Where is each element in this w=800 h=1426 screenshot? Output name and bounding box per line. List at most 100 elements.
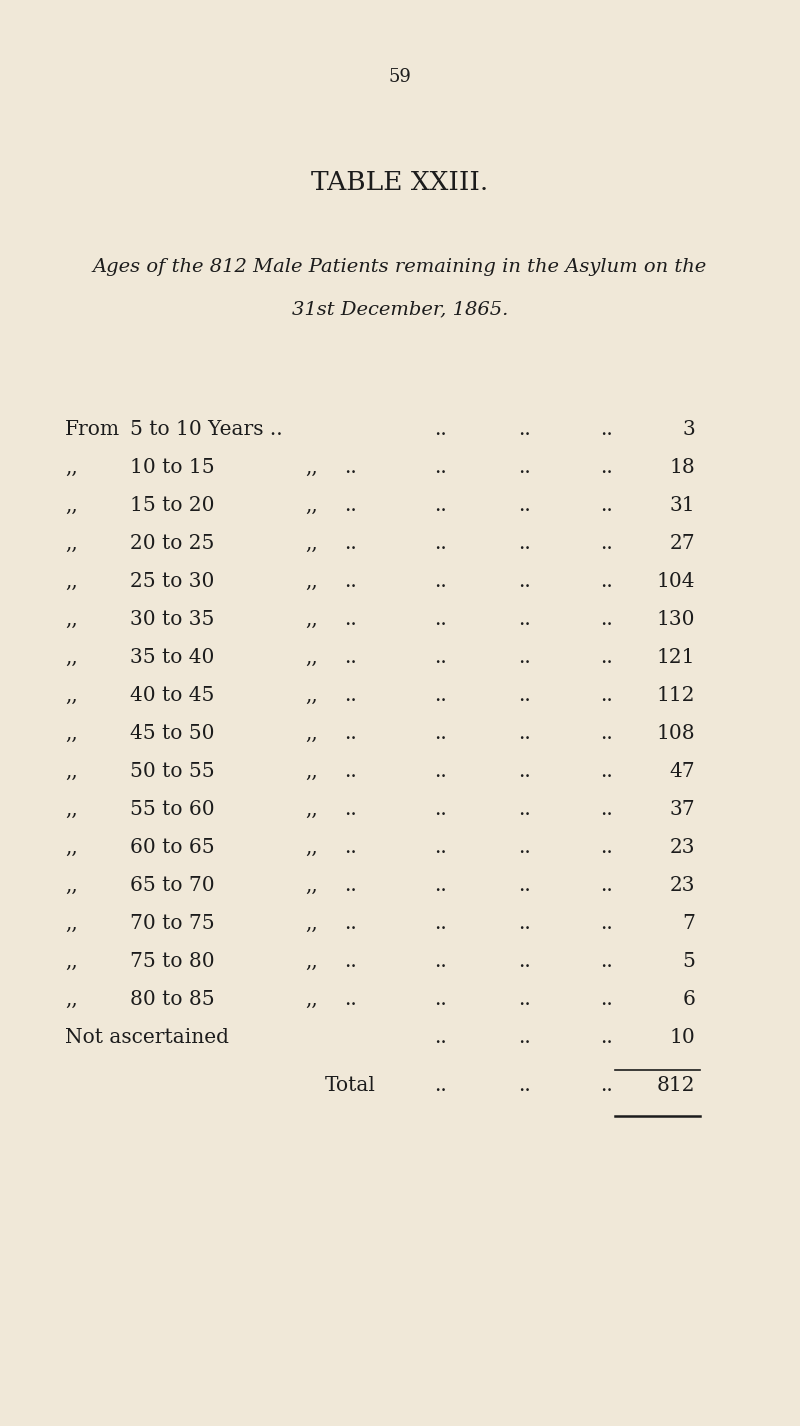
Text: 812: 812 [657, 1077, 695, 1095]
Text: Total: Total [325, 1077, 376, 1095]
Text: 6: 6 [682, 990, 695, 1010]
Text: ,,: ,, [65, 496, 78, 515]
Text: ..: .. [518, 458, 531, 478]
Text: ..: .. [518, 876, 531, 896]
Text: 27: 27 [670, 533, 695, 553]
Text: ..: .. [434, 800, 446, 819]
Text: 130: 130 [657, 610, 695, 629]
Text: 10: 10 [670, 1028, 695, 1047]
Text: 112: 112 [657, 686, 695, 704]
Text: ,,: ,, [305, 953, 318, 971]
Text: ..: .. [434, 533, 446, 553]
Text: ..: .. [518, 1077, 531, 1095]
Text: ,,: ,, [305, 686, 318, 704]
Text: 55 to 60: 55 to 60 [130, 800, 214, 819]
Text: ..: .. [344, 990, 356, 1010]
Text: 60 to 65: 60 to 65 [130, 838, 214, 857]
Text: ,,: ,, [305, 496, 318, 515]
Text: ..: .. [601, 838, 614, 857]
Text: 7: 7 [682, 914, 695, 933]
Text: ..: .. [601, 572, 614, 590]
Text: ..: .. [601, 914, 614, 933]
Text: ..: .. [344, 724, 356, 743]
Text: 18: 18 [670, 458, 695, 478]
Text: ..: .. [344, 610, 356, 629]
Text: ..: .. [518, 496, 531, 515]
Text: ..: .. [601, 421, 614, 439]
Text: ,,: ,, [65, 761, 78, 781]
Text: ,,: ,, [65, 876, 78, 896]
Text: ..: .. [518, 686, 531, 704]
Text: ,,: ,, [65, 990, 78, 1010]
Text: ..: .. [601, 1028, 614, 1047]
Text: ..: .. [518, 953, 531, 971]
Text: 37: 37 [670, 800, 695, 819]
Text: ,,: ,, [305, 990, 318, 1010]
Text: 5: 5 [682, 953, 695, 971]
Text: 65 to 70: 65 to 70 [130, 876, 214, 896]
Text: 23: 23 [670, 876, 695, 896]
Text: ..: .. [344, 496, 356, 515]
Text: ..: .. [344, 647, 356, 667]
Text: ..: .. [518, 421, 531, 439]
Text: ..: .. [601, 990, 614, 1010]
Text: ..: .. [518, 761, 531, 781]
Text: ,,: ,, [305, 458, 318, 478]
Text: ..: .. [518, 1028, 531, 1047]
Text: ..: .. [601, 761, 614, 781]
Text: ,,: ,, [305, 647, 318, 667]
Text: 25 to 30: 25 to 30 [130, 572, 214, 590]
Text: ,,: ,, [305, 761, 318, 781]
Text: ..: .. [601, 496, 614, 515]
Text: ,,: ,, [65, 647, 78, 667]
Text: ..: .. [601, 686, 614, 704]
Text: ..: .. [601, 876, 614, 896]
Text: 121: 121 [657, 647, 695, 667]
Text: ..: .. [344, 572, 356, 590]
Text: TABLE XXIII.: TABLE XXIII. [311, 170, 489, 195]
Text: ..: .. [344, 761, 356, 781]
Text: ..: .. [601, 800, 614, 819]
Text: ..: .. [344, 876, 356, 896]
Text: ..: .. [434, 724, 446, 743]
Text: 23: 23 [670, 838, 695, 857]
Text: ..: .. [434, 953, 446, 971]
Text: ,,: ,, [305, 610, 318, 629]
Text: ..: .. [434, 1077, 446, 1095]
Text: ..: .. [518, 610, 531, 629]
Text: ,,: ,, [65, 686, 78, 704]
Text: 31st December, 1865.: 31st December, 1865. [292, 299, 508, 318]
Text: ..: .. [601, 458, 614, 478]
Text: ,,: ,, [65, 572, 78, 590]
Text: ,,: ,, [305, 572, 318, 590]
Text: 3: 3 [682, 421, 695, 439]
Text: ,,: ,, [65, 838, 78, 857]
Text: ,,: ,, [65, 610, 78, 629]
Text: 20 to 25: 20 to 25 [130, 533, 214, 553]
Text: ,,: ,, [305, 876, 318, 896]
Text: ..: .. [434, 1028, 446, 1047]
Text: Ages of the 812 Male Patients remaining in the Asylum on the: Ages of the 812 Male Patients remaining … [93, 258, 707, 277]
Text: ,,: ,, [65, 800, 78, 819]
Text: 59: 59 [389, 68, 411, 86]
Text: ..: .. [518, 533, 531, 553]
Text: ..: .. [344, 914, 356, 933]
Text: ..: .. [518, 990, 531, 1010]
Text: ,,: ,, [305, 724, 318, 743]
Text: ,,: ,, [305, 914, 318, 933]
Text: ..: .. [518, 800, 531, 819]
Text: From: From [65, 421, 120, 439]
Text: ..: .. [344, 838, 356, 857]
Text: ..: .. [601, 647, 614, 667]
Text: Not ascertained: Not ascertained [65, 1028, 229, 1047]
Text: ..: .. [601, 953, 614, 971]
Text: 108: 108 [656, 724, 695, 743]
Text: ..: .. [601, 724, 614, 743]
Text: ..: .. [434, 990, 446, 1010]
Text: ..: .. [518, 572, 531, 590]
Text: ..: .. [434, 647, 446, 667]
Text: ..: .. [434, 610, 446, 629]
Text: ..: .. [518, 914, 531, 933]
Text: ..: .. [434, 686, 446, 704]
Text: 70 to 75: 70 to 75 [130, 914, 214, 933]
